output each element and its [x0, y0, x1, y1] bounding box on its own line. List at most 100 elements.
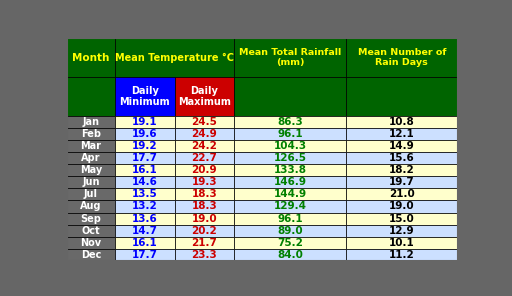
Bar	[67, 128, 115, 140]
Bar	[115, 213, 175, 225]
Bar	[115, 38, 234, 77]
Text: Jan: Jan	[82, 117, 99, 127]
Bar	[346, 200, 458, 213]
Bar	[234, 237, 346, 249]
Text: 75.2: 75.2	[277, 238, 303, 248]
Bar	[115, 176, 175, 189]
Text: 15.0: 15.0	[389, 213, 415, 223]
Bar	[175, 77, 234, 116]
Text: 11.2: 11.2	[389, 250, 415, 260]
Bar	[115, 152, 175, 164]
Text: 19.2: 19.2	[132, 141, 158, 151]
Bar	[346, 237, 458, 249]
Text: Mean Temperature °C: Mean Temperature °C	[115, 53, 234, 63]
Bar	[67, 140, 115, 152]
Text: Daily
Maximum: Daily Maximum	[178, 86, 231, 107]
Text: Mar: Mar	[80, 141, 101, 151]
Text: 84.0: 84.0	[277, 250, 303, 260]
Text: 96.1: 96.1	[278, 213, 303, 223]
Text: 129.4: 129.4	[273, 202, 307, 211]
Text: 24.5: 24.5	[191, 117, 218, 127]
Bar	[67, 176, 115, 189]
Bar	[346, 38, 458, 77]
Bar	[175, 176, 234, 189]
Bar	[175, 225, 234, 237]
Text: 126.5: 126.5	[273, 153, 307, 163]
Text: 133.8: 133.8	[273, 165, 307, 175]
Text: 21.7: 21.7	[191, 238, 218, 248]
Text: 12.1: 12.1	[389, 129, 415, 139]
Text: 14.9: 14.9	[389, 141, 415, 151]
Text: 15.6: 15.6	[389, 153, 415, 163]
Text: 18.3: 18.3	[191, 189, 217, 200]
Bar	[234, 152, 346, 164]
Text: Nov: Nov	[80, 238, 101, 248]
Bar	[115, 249, 175, 261]
Bar	[67, 164, 115, 176]
Text: Dec: Dec	[81, 250, 101, 260]
Text: Jul: Jul	[84, 189, 98, 200]
Bar	[346, 213, 458, 225]
Text: Mean Total Rainfall
(mm): Mean Total Rainfall (mm)	[239, 48, 341, 67]
Bar	[67, 77, 115, 116]
Text: 17.7: 17.7	[132, 250, 158, 260]
Text: Aug: Aug	[80, 202, 102, 211]
Text: 19.0: 19.0	[389, 202, 415, 211]
Text: 19.6: 19.6	[132, 129, 158, 139]
Text: 10.1: 10.1	[389, 238, 415, 248]
Text: 19.0: 19.0	[191, 213, 217, 223]
Text: Jun: Jun	[82, 177, 100, 187]
Text: 12.9: 12.9	[389, 226, 415, 236]
Bar	[67, 213, 115, 225]
Text: Feb: Feb	[81, 129, 101, 139]
Bar	[346, 189, 458, 200]
Bar	[115, 77, 175, 116]
Bar	[115, 189, 175, 200]
Bar	[234, 128, 346, 140]
Bar	[115, 128, 175, 140]
Bar	[67, 237, 115, 249]
Bar	[115, 200, 175, 213]
Text: 24.9: 24.9	[191, 129, 217, 139]
Text: 104.3: 104.3	[273, 141, 307, 151]
Bar	[175, 189, 234, 200]
Text: Mean Number of
Rain Days: Mean Number of Rain Days	[357, 48, 446, 67]
Bar	[175, 152, 234, 164]
Bar	[175, 200, 234, 213]
Text: 20.9: 20.9	[191, 165, 217, 175]
Text: 17.7: 17.7	[132, 153, 158, 163]
Bar	[234, 116, 346, 128]
Bar	[175, 237, 234, 249]
Text: 13.5: 13.5	[132, 189, 158, 200]
Text: 16.1: 16.1	[132, 165, 158, 175]
Text: May: May	[80, 165, 102, 175]
Text: Daily
Minimum: Daily Minimum	[119, 86, 170, 107]
Text: 24.2: 24.2	[191, 141, 218, 151]
Text: 22.7: 22.7	[191, 153, 218, 163]
Text: 144.9: 144.9	[273, 189, 307, 200]
Bar	[346, 77, 458, 116]
Bar	[346, 249, 458, 261]
Bar	[234, 164, 346, 176]
Text: 13.2: 13.2	[132, 202, 158, 211]
Text: Sep: Sep	[80, 213, 101, 223]
Bar	[175, 249, 234, 261]
Bar	[115, 164, 175, 176]
Text: 14.7: 14.7	[132, 226, 158, 236]
Text: Apr: Apr	[81, 153, 101, 163]
Bar	[175, 128, 234, 140]
Bar	[234, 213, 346, 225]
Bar	[67, 116, 115, 128]
Text: 18.3: 18.3	[191, 202, 217, 211]
Bar	[234, 189, 346, 200]
Text: 14.6: 14.6	[132, 177, 158, 187]
Text: Month: Month	[72, 53, 110, 63]
Bar	[175, 164, 234, 176]
Text: 19.7: 19.7	[389, 177, 415, 187]
Bar	[234, 140, 346, 152]
Text: 10.8: 10.8	[389, 117, 415, 127]
Text: 21.0: 21.0	[389, 189, 415, 200]
Text: 146.9: 146.9	[273, 177, 307, 187]
Bar	[67, 225, 115, 237]
Bar	[234, 249, 346, 261]
